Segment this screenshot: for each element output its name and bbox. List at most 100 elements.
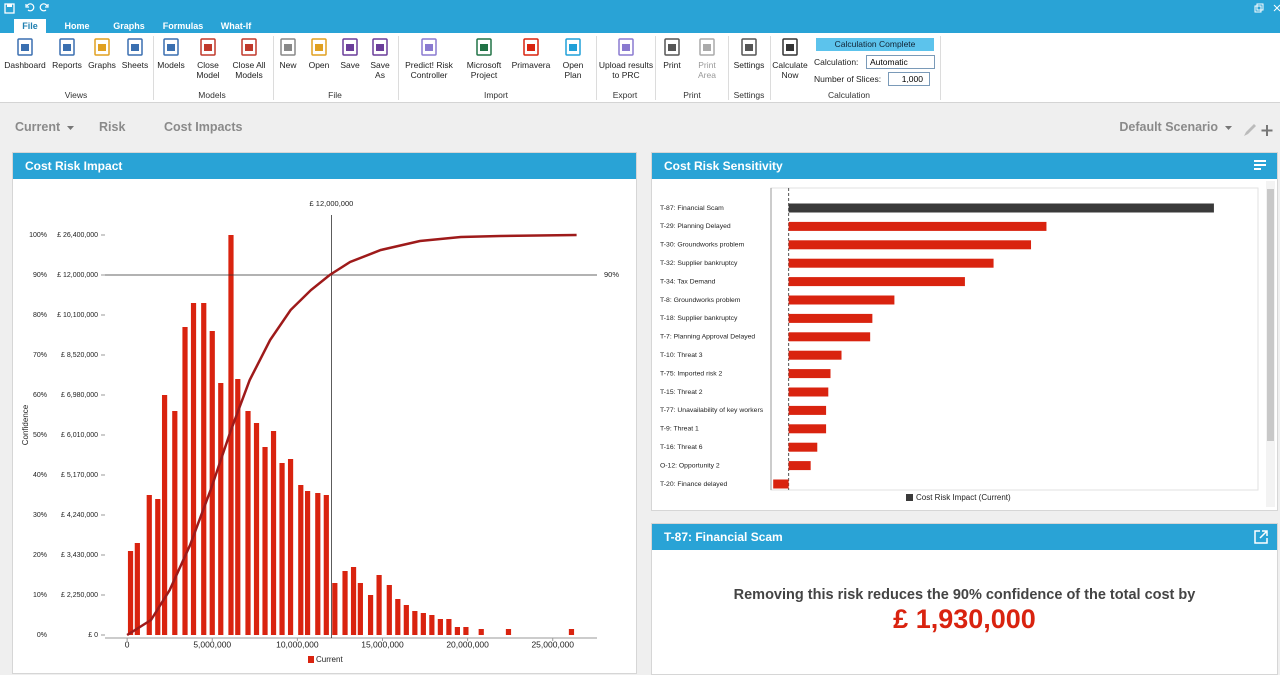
histogram-bar: [298, 485, 304, 635]
ribbon-button[interactable]: Dashboard: [1, 37, 49, 70]
ribbon-button[interactable]: Save As: [368, 37, 392, 80]
scrollbar[interactable]: [1266, 181, 1275, 507]
ribbon-button[interactable]: Calculate Now: [770, 37, 810, 80]
scenario-select[interactable]: Default Scenario: [1119, 120, 1218, 134]
group-separator: [728, 36, 729, 100]
ribbon-button[interactable]: Print: [657, 37, 687, 70]
button-label: Graphs: [88, 60, 116, 70]
button-icon: [342, 38, 358, 56]
dropdown-arrow[interactable]: [66, 124, 76, 132]
button-icon: [94, 38, 110, 56]
category-label: T-18: Supplier bankruptcy: [660, 315, 738, 322]
button-icon: [699, 38, 715, 56]
y-tick-cost-label: £ 4,240,000: [61, 512, 98, 519]
sensitivity-bar: [788, 313, 873, 323]
view-tab[interactable]: Cost Impacts: [164, 120, 243, 134]
open-icon[interactable]: [1254, 530, 1268, 544]
x-tick-label: 15,000,000: [361, 639, 404, 649]
ribbon-tab[interactable]: Graphs: [113, 21, 145, 31]
histogram-bar: [463, 627, 469, 635]
window-controls[interactable]: [1254, 3, 1280, 15]
histogram-bar: [182, 327, 188, 635]
button-label: Sheets: [121, 60, 149, 70]
group-separator: [770, 36, 771, 100]
sensitivity-bar: [788, 203, 1214, 213]
scenario-controls[interactable]: [1224, 124, 1280, 138]
view-tab[interactable]: Risk: [99, 120, 126, 134]
quick-access[interactable]: [4, 3, 54, 15]
ribbon-button[interactable]: Close All Models: [227, 37, 271, 80]
ribbon-button[interactable]: Graphs: [84, 37, 120, 70]
menu-icon[interactable]: [1254, 160, 1268, 172]
slices-input[interactable]: 1,000: [888, 72, 930, 86]
category-label: T-20: Finance delayed: [660, 481, 727, 488]
histogram-bar: [420, 613, 426, 635]
button-label: Predict! Risk Controller: [405, 60, 453, 80]
histogram-bar: [146, 495, 152, 635]
ribbon-button[interactable]: Reports: [47, 37, 87, 70]
histogram-bar: [505, 629, 512, 635]
ribbon-button[interactable]: Close Model: [192, 37, 224, 80]
button-label: New: [279, 60, 297, 70]
ribbon-button[interactable]: Open Plan: [556, 37, 590, 80]
sensitivity-bar: [788, 387, 829, 397]
button-icon: [280, 38, 296, 56]
ribbon-group-label: Print: [683, 90, 701, 100]
ribbon-tab[interactable]: File: [14, 19, 46, 33]
histogram-bar: [342, 571, 348, 635]
view-tab[interactable]: Current: [15, 120, 61, 134]
button-label: Reports: [52, 60, 82, 70]
y-tick-cost-label: £ 5,170,000: [61, 472, 98, 479]
histogram-bar: [201, 303, 207, 635]
legend-swatch: [308, 656, 314, 663]
histogram-bar: [270, 431, 277, 635]
ribbon-button[interactable]: Upload results to PRC: [597, 37, 655, 80]
ribbon-tab[interactable]: Formulas: [162, 21, 204, 31]
sensitivity-bar: [788, 369, 831, 379]
ribbon-button[interactable]: Predict! Risk Controller: [399, 37, 459, 80]
category-label: T-32: Supplier bankruptcy: [660, 260, 738, 267]
ribbon-button[interactable]: New: [273, 37, 303, 70]
ribbon-tab[interactable]: What-If: [220, 21, 252, 31]
button-label: Microsoft Project: [466, 60, 502, 80]
histogram-bar: [315, 493, 321, 635]
category-label: T-16: Threat 6: [660, 444, 703, 451]
ribbon-button[interactable]: Settings: [729, 37, 769, 70]
button-label: Print Area: [698, 60, 716, 80]
button-label: Upload results to PRC: [598, 60, 654, 80]
ribbon-button[interactable]: Microsoft Project: [458, 37, 510, 80]
ribbon-button[interactable]: Primavera: [508, 37, 554, 70]
button-label: Calculate Now: [772, 60, 808, 80]
category-label: T-7: Planning Approval Delayed: [660, 334, 755, 341]
ribbon-tab[interactable]: Home: [64, 21, 90, 31]
category-label: T-29: Planning Delayed: [660, 223, 731, 230]
ribbon-button[interactable]: Open: [304, 37, 334, 70]
histogram-bar: [357, 583, 363, 635]
sensitivity-bar: [788, 350, 842, 360]
histogram-bar: [304, 491, 311, 635]
ribbon-button[interactable]: Models: [153, 37, 189, 70]
x-tick-label: 5,000,000: [193, 639, 231, 649]
sensitivity-bar: [788, 258, 994, 268]
sensitivity-bar: [788, 461, 811, 471]
calc-mode-select[interactable]: Automatic: [866, 55, 935, 69]
button-label: Close All Models: [232, 60, 266, 80]
histogram-bar: [190, 303, 197, 635]
scroll-thumb[interactable]: [1267, 189, 1274, 441]
group-separator: [398, 36, 399, 100]
x-tick-label: 10,000,000: [276, 639, 319, 649]
group-separator: [655, 36, 656, 100]
ribbon-button[interactable]: Sheets: [118, 37, 152, 70]
histogram-bar: [332, 583, 338, 635]
detail-message: Removing this risk reduces the 90% confi…: [733, 587, 1196, 603]
button-icon: [741, 38, 757, 56]
category-label: T-10: Threat 3: [660, 352, 703, 359]
x-tick-label: 20,000,000: [446, 639, 489, 649]
ribbon-button[interactable]: Print Area: [692, 37, 722, 80]
legend-swatch: [906, 494, 913, 501]
category-label: T-77: Unavailability of key workers: [660, 407, 764, 414]
button-icon: [17, 38, 33, 56]
y-tick-label: 90%: [33, 272, 47, 279]
ribbon-button[interactable]: Save: [335, 37, 365, 70]
sensitivity-bar: [788, 277, 965, 287]
